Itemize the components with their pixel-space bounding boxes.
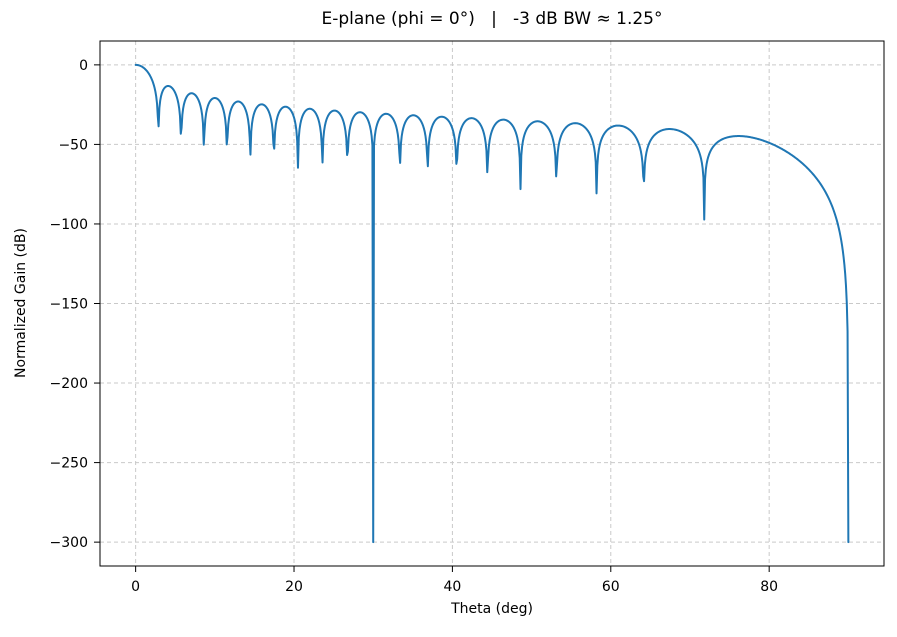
chart-title: E-plane (phi = 0°) | -3 dB BW ≈ 1.25° (321, 9, 663, 29)
y-tick-label: −250 (50, 456, 88, 472)
x-axis-label: Theta (deg) (451, 601, 533, 617)
x-tick-label: 80 (760, 579, 778, 595)
y-tick-label: −50 (58, 137, 88, 153)
y-tick-label: −300 (50, 535, 88, 551)
y-tick-label: 0 (79, 58, 88, 74)
y-tick-label: −200 (50, 376, 88, 392)
x-tick-label: 20 (285, 579, 303, 595)
tick-marks (94, 64, 770, 572)
y-tick-label: −100 (50, 217, 88, 233)
grid-lines (100, 41, 884, 566)
y-tick-label: −150 (50, 297, 88, 313)
x-tick-label: 0 (131, 579, 140, 595)
x-tick-label: 40 (443, 579, 461, 595)
gain-curve (134, 63, 850, 544)
x-tick-label: 60 (602, 579, 620, 595)
